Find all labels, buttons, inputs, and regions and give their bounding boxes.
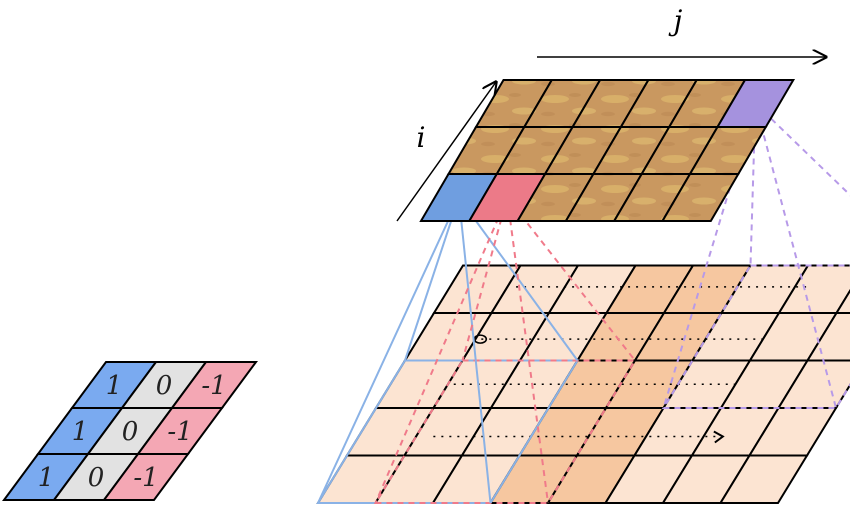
projection-line <box>404 197 460 361</box>
input-grid <box>316 264 850 504</box>
projection-lines <box>317 102 850 504</box>
kernel-value: 0 <box>88 463 105 493</box>
output-cell <box>660 173 741 222</box>
kernel-value: 0 <box>156 371 173 401</box>
projection-line <box>754 102 850 197</box>
projection-line <box>506 196 636 362</box>
projection-line <box>662 103 757 409</box>
projection-line <box>317 197 460 504</box>
kernel-value: 1 <box>72 417 89 447</box>
kernel-value: 0 <box>122 417 139 447</box>
kernel: 1 0 -1 1 0 -1 1 0 -1 <box>2 361 258 501</box>
kernel-value: -1 <box>201 371 226 401</box>
kernel-value: -1 <box>167 417 192 447</box>
projection-line <box>754 103 837 409</box>
projection-line <box>457 197 492 504</box>
kernel-value: -1 <box>133 463 158 493</box>
kernel-value: 1 <box>106 371 123 401</box>
i-axis-arrow <box>396 82 496 222</box>
input-cell <box>718 454 809 504</box>
kernel-cell <box>102 453 190 501</box>
input-cell <box>834 288 850 314</box>
projection-line <box>506 197 549 504</box>
i-axis-label: i <box>417 121 426 154</box>
input-cell <box>805 312 850 362</box>
projection-line <box>374 197 509 504</box>
output-grid <box>419 79 796 222</box>
j-axis-label: j <box>668 4 683 37</box>
kernel-value: 1 <box>38 463 55 493</box>
end-arrow-icon <box>713 430 725 444</box>
